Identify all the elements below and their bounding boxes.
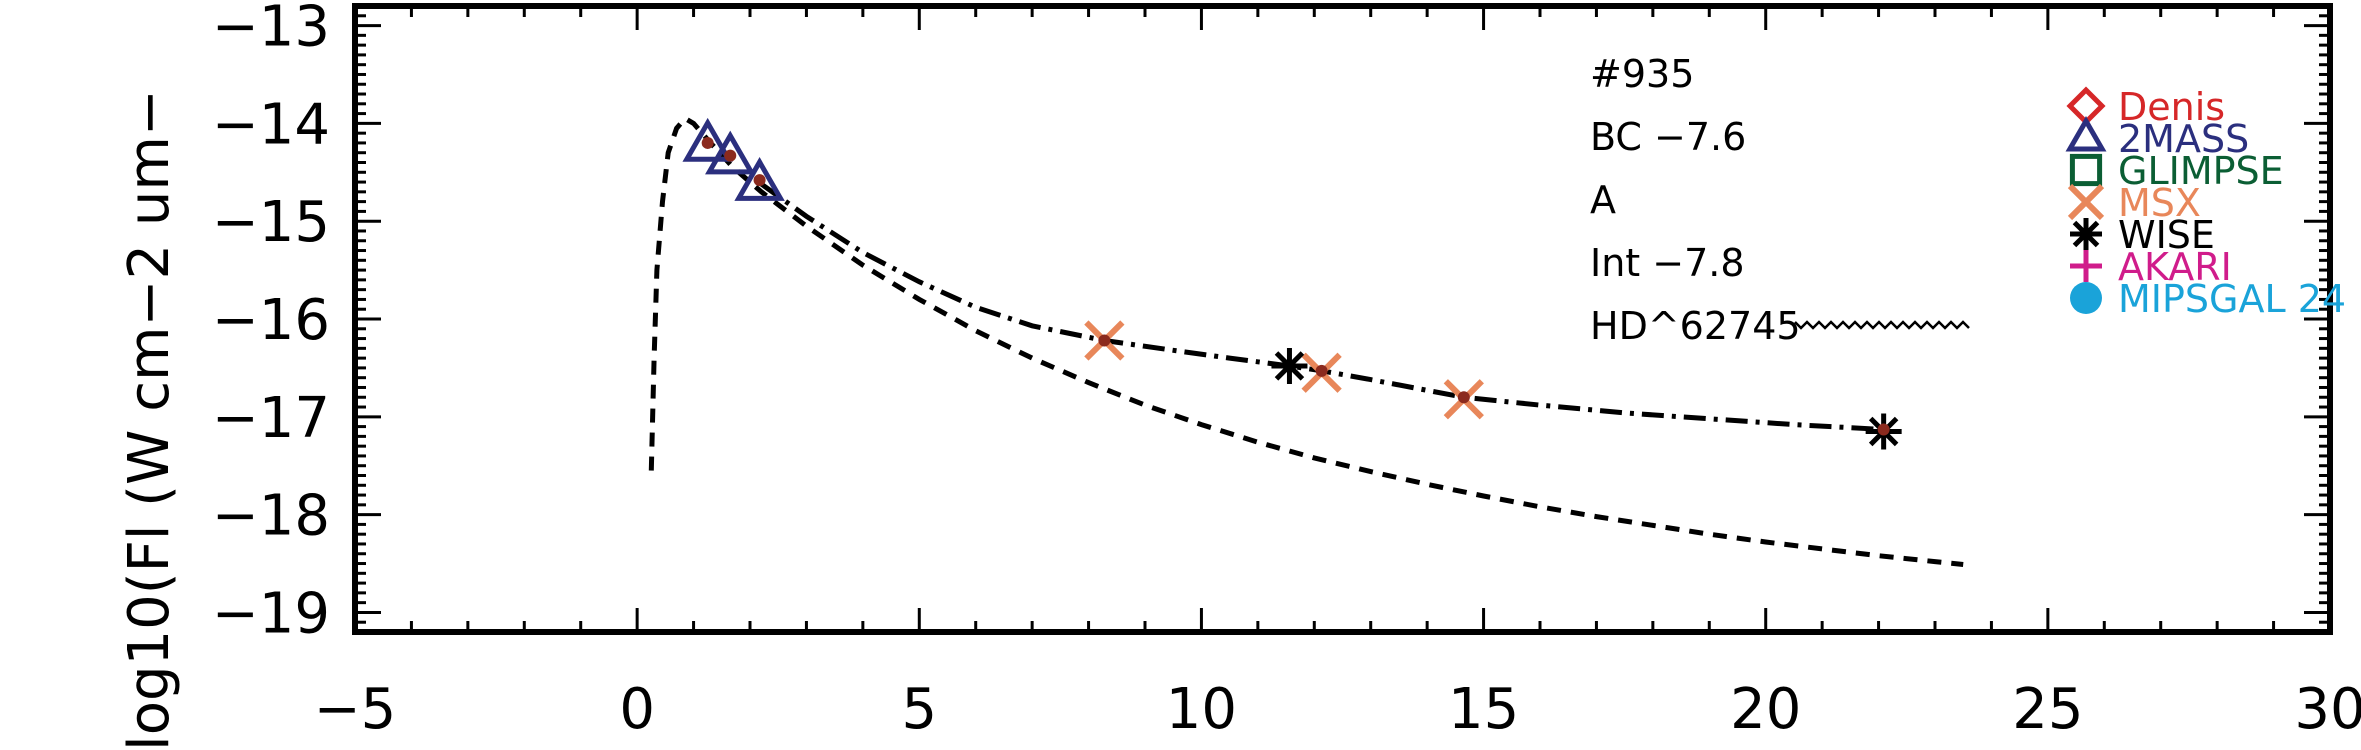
observed-point: [753, 174, 766, 187]
wise-point: [1271, 347, 1308, 384]
legend-label: WISE: [2118, 213, 2215, 257]
x-tick-label: 30: [2294, 677, 2361, 742]
model-curve-dashdot: [759, 181, 1884, 432]
x-tick-label: 5: [901, 677, 937, 742]
akari-legend-icon: [2070, 250, 2102, 282]
legend-label: MIPSGAL 24: [2118, 277, 2346, 321]
plot-frame: [352, 3, 2333, 635]
annotation-line: HD^62745: [1590, 304, 1801, 348]
y-tick-label: −13: [212, 0, 330, 60]
legend-label: Denis: [2118, 85, 2225, 129]
y-tick-label: −16: [212, 288, 330, 353]
observed-point: [1098, 334, 1111, 347]
legend-symbol: [2067, 183, 2105, 221]
legend-symbol: [2065, 115, 2107, 152]
legend-label: GLIMPSE: [2118, 149, 2284, 193]
model-curve-dashed: [648, 115, 1964, 567]
observed-point: [1315, 364, 1328, 377]
msx-legend-icon: [2067, 183, 2105, 221]
x-tick-label: −5: [314, 677, 397, 742]
2mass-point: [682, 117, 733, 162]
2mass-legend-icon: [2065, 115, 2107, 152]
model-curves: [648, 115, 1964, 567]
y-axis-title: log10(Fl (W cm−2 um−: [117, 89, 182, 750]
observed-point: [701, 136, 714, 149]
legend-symbol: [2070, 218, 2102, 250]
annotation-line: A: [1590, 178, 1616, 222]
y-tick-label: −18: [212, 484, 330, 549]
y-tick-label: −14: [212, 92, 330, 157]
glimpse-legend-icon: [2069, 153, 2103, 187]
mipsgal 24-legend-icon: [2070, 282, 2102, 314]
x-tick-label: 10: [1166, 677, 1237, 742]
2mass-point: [734, 157, 785, 201]
y-tick-label: −15: [212, 190, 330, 255]
annotation-line: Int −7.8: [1590, 241, 1745, 285]
observed-point: [724, 149, 737, 162]
observed-point: [1877, 423, 1890, 436]
legend-symbol: [2070, 282, 2102, 314]
wise-legend-icon: [2070, 218, 2102, 250]
observed-point: [1457, 391, 1470, 404]
axes: −5 0 5 10 15 20 25 30 −13 −14 −15 −16 −17 −18 −19: [212, 0, 2361, 742]
annotations: #935 BC −7.6 A Int −7.8 HD^62745: [1590, 52, 1970, 348]
x-tick-label: 15: [1448, 677, 1519, 742]
y-tick-label: −19: [212, 581, 330, 646]
annotation-line: #935: [1590, 52, 1694, 96]
legend-symbol: [2069, 153, 2103, 187]
y-tick-label: −17: [212, 386, 330, 451]
annotation-line: BC −7.6: [1590, 115, 1746, 159]
legend-label: MSX: [2118, 181, 2201, 225]
x-tick-label: 20: [1730, 677, 1801, 742]
x-tick-label: 0: [619, 677, 655, 742]
legend-label: AKARI: [2118, 245, 2232, 289]
data-markers: [682, 117, 1902, 450]
legend-symbol: [2070, 250, 2102, 282]
annotation-squiggle: [1794, 320, 1970, 330]
2mass-point: [705, 130, 756, 175]
x-tick-label: 25: [2012, 677, 2083, 742]
legend-label: 2MASS: [2118, 117, 2249, 161]
